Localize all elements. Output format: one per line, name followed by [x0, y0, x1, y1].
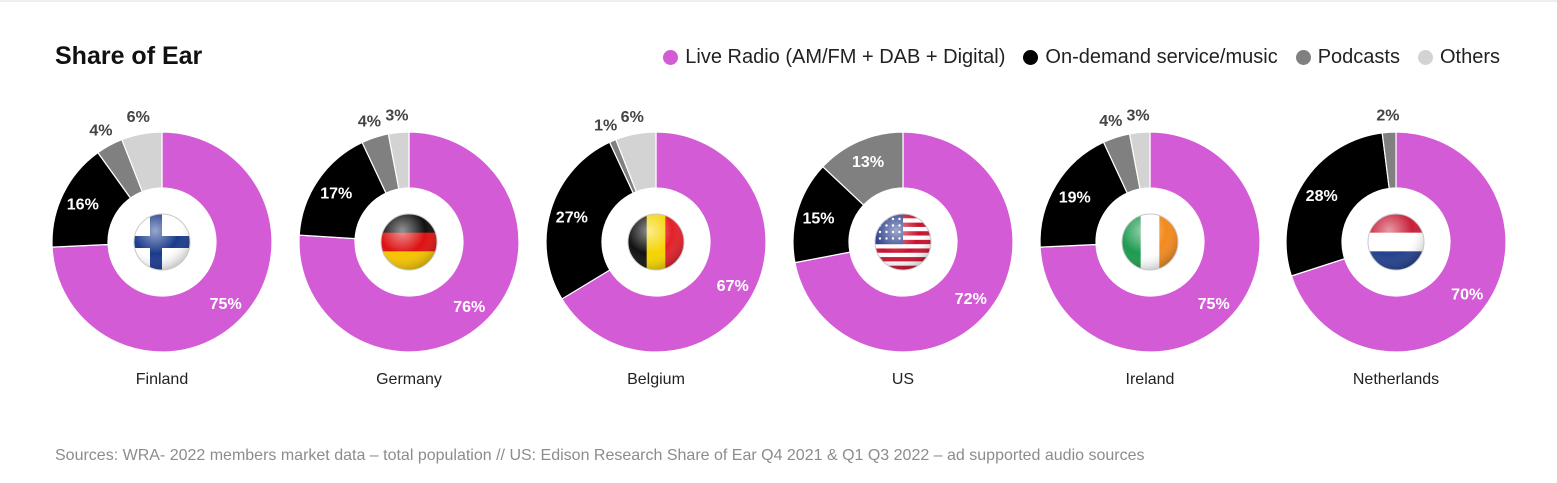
country-label-germany: Germany [376, 371, 442, 388]
label-live-radio-belgium: 67% [717, 278, 749, 295]
legend-item-others[interactable]: Others [1417, 46, 1500, 69]
label-on-demand-us: 15% [802, 210, 834, 227]
label-others-germany: 3% [385, 108, 408, 125]
legend-label-live-radio: Live Radio (AM/FM + DAB + Digital) [685, 46, 1006, 68]
legend: Live Radio (AM/FM + DAB + Digital) On-de… [663, 46, 1500, 69]
slice-on-demand-belgium[interactable] [545, 141, 635, 300]
donut-finland: 75% 16% 4% 6% Finland [51, 109, 273, 388]
legend-label-others: Others [1439, 46, 1500, 68]
country-label-belgium: Belgium [627, 371, 685, 388]
donut-ireland: 75% 19% 4% 3% Ireland [1039, 108, 1261, 388]
slice-on-demand-netherlands[interactable] [1285, 132, 1390, 277]
slice-others-belgium[interactable] [615, 131, 657, 193]
slice-others-finland[interactable] [121, 131, 163, 193]
label-live-radio-us: 72% [955, 291, 987, 308]
label-on-demand-germany: 17% [320, 186, 352, 203]
country-label-finland: Finland [136, 371, 188, 388]
label-podcasts-netherlands: 2% [1376, 107, 1399, 124]
label-on-demand-finland: 16% [67, 197, 99, 214]
country-label-us: US [892, 371, 914, 388]
chart-title: Share of Ear [55, 42, 203, 70]
label-podcasts-belgium: 1% [594, 117, 617, 134]
legend-label-podcasts: Podcasts [1317, 46, 1400, 68]
slice-live-radio-belgium[interactable] [561, 131, 767, 353]
legend-swatch-others [1417, 50, 1433, 65]
country-label-netherlands: Netherlands [1353, 371, 1439, 388]
label-others-belgium: 6% [621, 109, 644, 126]
slice-live-radio-finland[interactable] [51, 131, 273, 353]
slice-live-radio-us[interactable] [794, 131, 1014, 353]
label-others-finland: 6% [127, 109, 150, 126]
donut-germany: 76% 17% 4% 3% Germany [298, 108, 520, 388]
slice-live-radio-germany[interactable] [298, 131, 520, 353]
legend-swatch-on-demand [1023, 50, 1039, 65]
legend-item-on-demand[interactable]: On-demand service/music [1023, 46, 1278, 69]
legend-label-on-demand: On-demand service/music [1045, 46, 1278, 68]
slice-podcasts-us[interactable] [821, 131, 904, 206]
legend-swatch-podcasts [1295, 50, 1311, 65]
country-label-ireland: Ireland [1126, 371, 1175, 388]
label-live-radio-finland: 75% [210, 296, 242, 313]
label-live-radio-germany: 76% [453, 299, 485, 316]
legend-item-live-radio[interactable]: Live Radio (AM/FM + DAB + Digital) [663, 46, 1005, 69]
legend-item-podcasts[interactable]: Podcasts [1295, 46, 1400, 69]
label-podcasts-finland: 4% [89, 123, 112, 140]
top-rule [0, 0, 1557, 2]
label-podcasts-ireland: 4% [1099, 113, 1122, 130]
slice-others-ireland[interactable] [1128, 131, 1151, 190]
label-podcasts-germany: 4% [358, 113, 381, 130]
label-live-radio-ireland: 75% [1198, 296, 1230, 313]
label-podcasts-us: 13% [852, 154, 884, 171]
label-others-ireland: 3% [1127, 108, 1150, 125]
donut-netherlands: 70% 28% 2% Netherlands [1285, 107, 1507, 388]
donut-us: 72% 15% 13% US [792, 131, 1014, 388]
slice-live-radio-ireland[interactable] [1039, 131, 1261, 353]
label-live-radio-netherlands: 70% [1451, 287, 1483, 304]
legend-swatch-live-radio [663, 50, 679, 65]
source-note: Sources: WRA- 2022 members market data –… [55, 447, 1145, 464]
label-on-demand-netherlands: 28% [1306, 188, 1338, 205]
slice-live-radio-netherlands[interactable] [1290, 131, 1507, 353]
label-on-demand-belgium: 27% [556, 209, 588, 226]
label-on-demand-ireland: 19% [1059, 189, 1091, 206]
slice-others-germany[interactable] [387, 131, 410, 190]
slice-podcasts-netherlands[interactable] [1381, 131, 1397, 190]
donut-belgium: 67% 27% 1% 6% Belgium [545, 109, 767, 388]
